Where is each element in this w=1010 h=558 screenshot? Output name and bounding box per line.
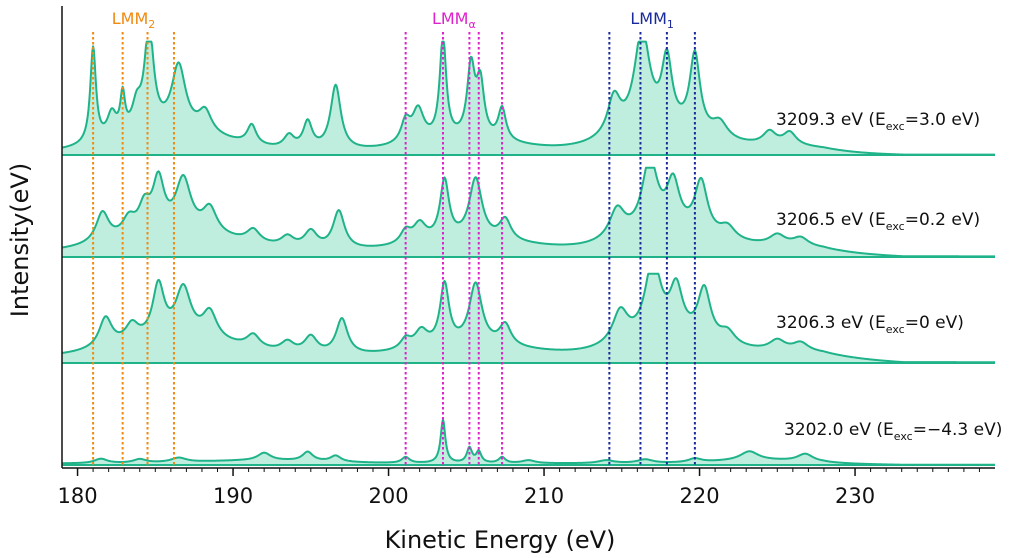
- series-fill-1: [62, 41, 995, 155]
- x-tick-label-190: 190: [213, 484, 253, 508]
- x-tick-label-230: 230: [835, 484, 875, 508]
- series-label-4: 3202.0 eV (Eexc=−4.3 eV): [784, 420, 1002, 443]
- series-line-3: [61, 272, 996, 364]
- x-tick-label-210: 210: [524, 484, 564, 508]
- peak-group-labels: LMM2 LMMα LMM1: [112, 9, 674, 31]
- spectra-layer: [61, 40, 996, 466]
- x-ticks: 180 190 200 210 220 230: [58, 468, 980, 508]
- series-labels: 3209.3 eV (Eexc=3.0 eV) 3206.5 eV (Eexc=0…: [776, 110, 1002, 443]
- peak-marker-layer: [92, 32, 696, 465]
- series-label-2: 3206.5 eV (Eexc=0.2 eV): [776, 210, 980, 233]
- x-tick-label-180: 180: [58, 484, 98, 508]
- x-tick-label-200: 200: [369, 484, 409, 508]
- series-line-1: [61, 40, 996, 156]
- peak-group-label-2: LMMα: [432, 9, 476, 31]
- series-label-3: 3206.3 eV (Eexc=0 eV): [776, 313, 964, 336]
- peak-group-label-1: LMM2: [112, 9, 156, 31]
- series-fill-3: [62, 273, 995, 363]
- x-axis-title: Kinetic Energy (eV): [385, 526, 616, 554]
- y-axis-title: Intensity(eV): [6, 163, 34, 317]
- series-fill-2: [62, 167, 995, 257]
- peak-group-label-3: LMM1: [630, 9, 674, 31]
- series-label-1: 3209.3 eV (Eexc=3.0 eV): [776, 110, 980, 133]
- series-line-4: [61, 418, 996, 466]
- series-line-2: [61, 166, 996, 258]
- x-tick-label-220: 220: [680, 484, 720, 508]
